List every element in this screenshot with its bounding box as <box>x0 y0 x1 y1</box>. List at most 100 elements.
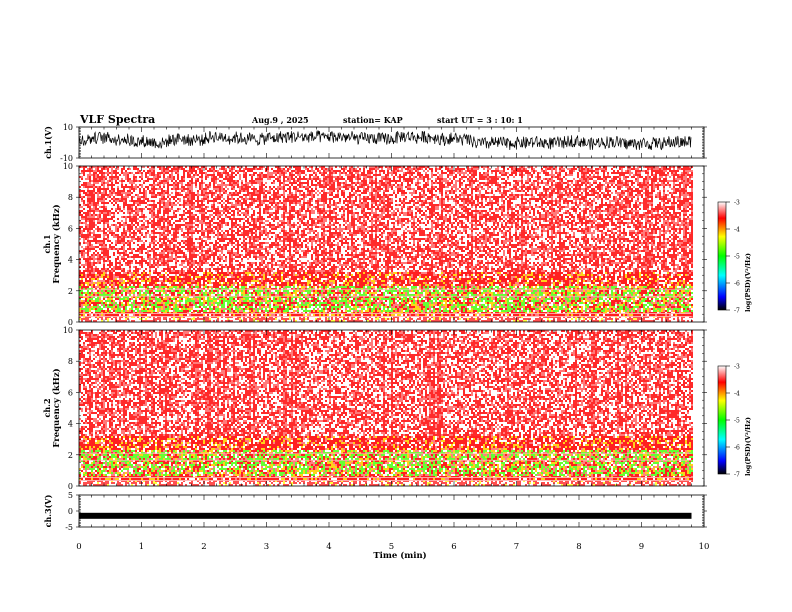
spectrum-pixel <box>89 186 91 188</box>
spectrum-pixel <box>101 200 103 202</box>
spectrum-pixel <box>81 214 83 216</box>
spectrum-pixel <box>101 192 103 194</box>
spectrum-pixel <box>93 216 95 218</box>
spectrum-pixel <box>103 174 105 176</box>
spectrum-pixel <box>105 286 107 288</box>
spectrum-pixel <box>81 286 83 288</box>
spectrum-pixel <box>103 268 105 270</box>
spectrum-pixel <box>87 174 89 176</box>
spectrum-pixel <box>101 180 103 182</box>
spectrum-pixel <box>93 236 95 238</box>
spectrum-pixel <box>101 282 103 284</box>
spectrum-pixel <box>93 218 95 220</box>
spectrum-pixel <box>95 168 97 170</box>
spectrum-pixel <box>87 226 89 228</box>
spectrum-pixel <box>93 224 95 226</box>
spectrum-pixel <box>89 218 91 220</box>
spectrum-pixel <box>95 314 97 316</box>
spectrum-pixel <box>97 278 99 280</box>
spectrum-pixel <box>105 212 107 214</box>
spectrum-pixel <box>87 300 89 302</box>
spectrum-pixel <box>109 210 111 212</box>
spectrum-pixel <box>81 226 83 228</box>
spectrum-pixel <box>107 286 109 288</box>
spectrum-pixel <box>107 318 109 320</box>
spectrum-pixel <box>89 260 91 262</box>
spectrum-pixel <box>91 240 93 242</box>
spectrum-pixel <box>93 264 95 266</box>
spectrum-pixel <box>99 190 101 192</box>
spectrum-pixel <box>103 284 105 286</box>
spectrum-pixel <box>99 234 101 236</box>
spectrum-pixel <box>97 218 99 220</box>
spectrum-pixel <box>95 278 97 280</box>
spectrum-pixel <box>101 198 103 200</box>
spectrum-pixel <box>85 252 87 254</box>
spectrum-pixel <box>87 216 89 218</box>
spectrum-pixel <box>93 214 95 216</box>
spectrum-pixel <box>85 204 87 206</box>
spectrum-pixel <box>81 190 83 192</box>
spectrum-pixel <box>107 250 109 252</box>
spectrum-pixel <box>85 318 87 320</box>
spectrum-pixel <box>83 282 85 284</box>
spectrum-pixel <box>97 246 99 248</box>
spectrum-pixel <box>97 274 99 276</box>
spectrum-pixel <box>91 208 93 210</box>
spectrum-pixel <box>89 224 91 226</box>
spectrum-pixel <box>85 216 87 218</box>
spectrum-pixel <box>83 248 85 250</box>
spectrum-pixel <box>105 220 107 222</box>
spectrum-pixel <box>101 212 103 214</box>
spectrum-pixel <box>91 300 93 302</box>
spectrum-pixel <box>103 314 105 316</box>
spectrum-pixel <box>83 186 85 188</box>
spectrum-pixel <box>101 272 103 274</box>
spectrum-pixel <box>81 252 83 254</box>
spectrum-pixel <box>81 276 83 278</box>
spectrum-pixel <box>81 304 83 306</box>
spectrum-pixel <box>103 176 105 178</box>
spectrum-pixel <box>83 238 85 240</box>
spectrum-pixel <box>85 310 87 312</box>
spectrum-pixel <box>89 172 91 174</box>
spectrum-pixel <box>107 230 109 232</box>
spectrum-pixel <box>91 190 93 192</box>
spectrum-pixel <box>95 258 97 260</box>
spectrum-pixel <box>89 248 91 250</box>
spectrum-pixel <box>93 246 95 248</box>
spectrum-pixel <box>99 230 101 232</box>
spectrum-pixel <box>89 298 91 300</box>
spectrum-pixel <box>87 270 89 272</box>
spectrum-pixel <box>99 292 101 294</box>
spectrum-pixel <box>91 248 93 250</box>
spectrum-pixel <box>89 302 91 304</box>
spectrum-pixel <box>101 304 103 306</box>
spectrum-pixel <box>101 314 103 316</box>
spectrum-pixel <box>103 198 105 200</box>
spectrum-pixel <box>107 278 109 280</box>
spectrum-pixel <box>91 264 93 266</box>
spectrum-pixel <box>89 194 91 196</box>
spectrum-pixel <box>89 180 91 182</box>
spectrum-pixel <box>97 210 99 212</box>
spectrum-pixel <box>85 294 87 296</box>
spectrum-pixel <box>91 278 93 280</box>
spectrum-pixel <box>81 200 83 202</box>
spectrum-pixel <box>103 230 105 232</box>
spectrum-pixel <box>103 234 105 236</box>
spectrum-pixel <box>87 236 89 238</box>
spectrum-pixel <box>81 170 83 172</box>
spectrum-pixel <box>87 284 89 286</box>
spectrum-pixel <box>81 272 83 274</box>
spectrum-pixel <box>95 234 97 236</box>
spectrum-pixel <box>103 272 105 274</box>
spectrum-pixel <box>101 276 103 278</box>
spectrum-pixel <box>85 274 87 276</box>
spectrum-pixel <box>83 274 85 276</box>
spectrum-pixel <box>91 272 93 274</box>
spectrum-pixel <box>101 194 103 196</box>
spectrum-pixel <box>105 206 107 208</box>
spectrum-pixel <box>99 300 101 302</box>
spectrum-pixel <box>87 220 89 222</box>
